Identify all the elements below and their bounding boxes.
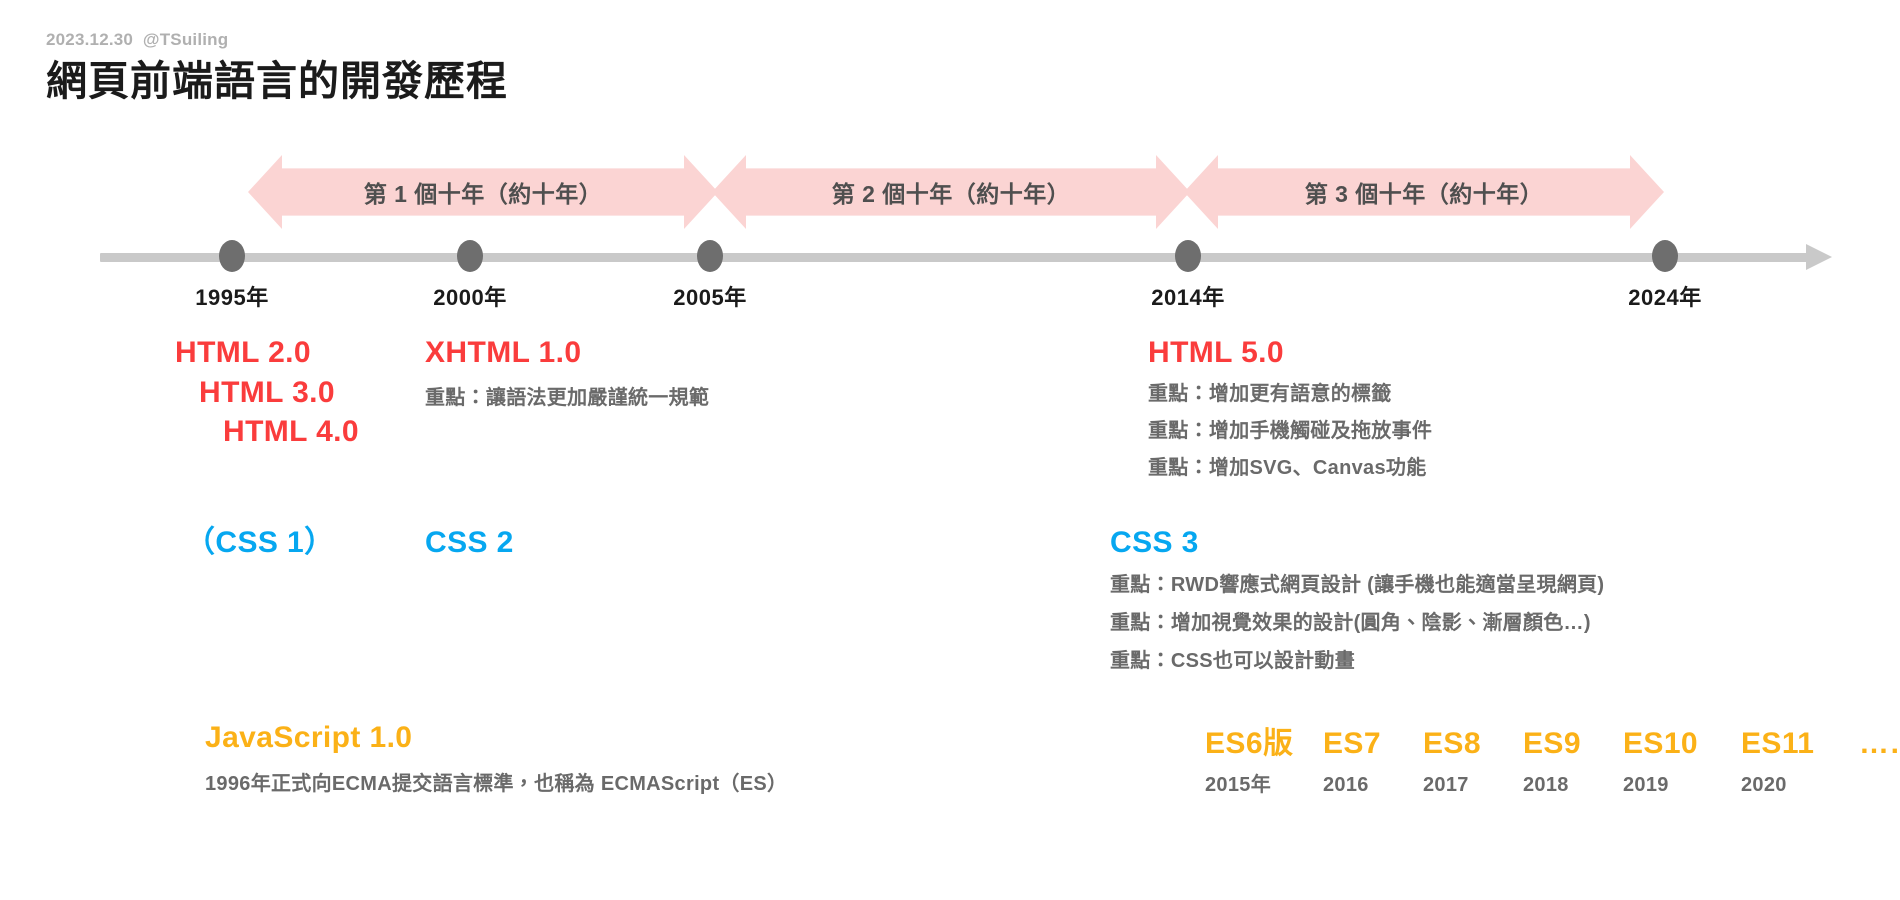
decade-arrow-2: 第 2 個十年（約十年） bbox=[712, 155, 1190, 229]
timeline-year-label: 1995年 bbox=[195, 285, 269, 310]
decade-arrow-label: 第 2 個十年（約十年） bbox=[831, 181, 1071, 207]
timeline-dot-icon bbox=[1175, 240, 1201, 272]
ecmascript-version-label: ES6版 bbox=[1205, 727, 1294, 760]
timeline-dot-icon bbox=[457, 240, 483, 272]
css2-heading: CSS 2 bbox=[425, 526, 514, 559]
page-header: 2023.12.30 @TSuiling 網頁前端語言的開發歷程 bbox=[46, 30, 946, 108]
html5-bullet: 重點：增加更有語意的標籤 bbox=[1148, 382, 1392, 405]
html5-bullet: 重點：增加手機觸碰及拖放事件 bbox=[1148, 419, 1433, 442]
css1-block: （CSS 1） bbox=[185, 523, 445, 563]
ecmascript-year-row: 2015年 2016 2017 2018 2019 2020 bbox=[1205, 768, 1900, 797]
html-early-versions-block: HTML 2.0 HTML 3.0 HTML 4.0 bbox=[175, 333, 595, 452]
ecmascript-year-label: 2017 bbox=[1423, 774, 1469, 796]
css3-bullet: 重點：CSS也可以設計動畫 bbox=[1110, 649, 1356, 672]
ecmascript-version-label: ES7 bbox=[1323, 727, 1381, 760]
ecmascript-version-label: …… bbox=[1859, 727, 1900, 760]
decade-arrow-band: 第 1 個十年（約十年） 第 2 個十年（約十年） 第 3 個十年（約十年） bbox=[0, 155, 1900, 229]
timeline-dot-icon bbox=[1652, 240, 1678, 272]
timeline-dot-icon bbox=[219, 240, 245, 272]
timeline-dot-icon bbox=[697, 240, 723, 272]
ecmascript-year-label: 2015年 bbox=[1205, 774, 1271, 796]
timeline-year-label: 2014年 bbox=[1151, 285, 1225, 310]
javascript-heading: JavaScript 1.0 bbox=[205, 721, 413, 754]
css1-heading: （CSS 1） bbox=[185, 526, 335, 559]
timeline-year-label: 2000年 bbox=[433, 285, 507, 310]
timeline-year-label: 2024年 bbox=[1628, 285, 1702, 310]
ecmascript-year-label: 2020 bbox=[1741, 774, 1787, 796]
xhtml-block: XHTML 1.0 重點：讓語法更加嚴謹統一規範 bbox=[425, 333, 985, 414]
css3-block: CSS 3 重點：RWD響應式網頁設計 (讓手機也能適當呈現網頁) 重點：增加視… bbox=[1110, 523, 1810, 677]
timeline-year-label: 2005年 bbox=[673, 285, 747, 310]
decade-arrow-3: 第 3 個十年（約十年） bbox=[1184, 155, 1664, 229]
css3-bullet: 重點：增加視覺效果的設計(圓角、陰影、漸層顏色…) bbox=[1110, 611, 1591, 634]
ecmascript-version-label: ES10 bbox=[1623, 727, 1698, 760]
page-title: 網頁前端語言的開發歷程 bbox=[46, 58, 508, 105]
ecmascript-year-label: 2016 bbox=[1323, 774, 1369, 796]
byline: 2023.12.30 @TSuiling bbox=[46, 30, 229, 49]
axis-line bbox=[100, 253, 1812, 262]
ecmascript-year-label: 2019 bbox=[1623, 774, 1669, 796]
xhtml-heading: XHTML 1.0 bbox=[425, 336, 582, 369]
axis-arrow-icon bbox=[1806, 244, 1832, 270]
decade-arrow-label: 第 3 個十年（約十年） bbox=[1304, 181, 1544, 207]
ecmascript-name-row: ES6版 ES7 ES8 ES9 ES10 ES11 …… bbox=[1205, 718, 1900, 762]
ecmascript-version-label: ES11 bbox=[1741, 727, 1815, 760]
css3-bullet: 重點：RWD響應式網頁設計 (讓手機也能適當呈現網頁) bbox=[1110, 573, 1605, 596]
css3-heading: CSS 3 bbox=[1110, 526, 1199, 559]
html-version-label: HTML 3.0 bbox=[199, 375, 336, 409]
css2-block: CSS 2 bbox=[425, 523, 685, 563]
decade-arrow-label: 第 1 個十年（約十年） bbox=[363, 181, 603, 207]
decade-arrow-1: 第 1 個十年（約十年） bbox=[248, 155, 718, 229]
ecmascript-version-label: ES8 bbox=[1423, 727, 1481, 760]
xhtml-bullet: 重點：讓語法更加嚴謹統一規範 bbox=[425, 386, 710, 409]
ecmascript-version-label: ES9 bbox=[1523, 727, 1581, 760]
html5-heading: HTML 5.0 bbox=[1148, 336, 1285, 369]
timeline-axis: 1995年 2000年 2005年 2014年 2024年 bbox=[0, 240, 1900, 330]
html-version-label: HTML 4.0 bbox=[223, 415, 360, 449]
html5-bullet: 重點：增加SVG、Canvas功能 bbox=[1148, 456, 1427, 479]
html-version-label: HTML 2.0 bbox=[175, 336, 312, 369]
ecmascript-year-label: 2018 bbox=[1523, 774, 1569, 796]
javascript-block: JavaScript 1.0 1996年正式向ECMA提交語言標準，也稱為 EC… bbox=[205, 718, 1005, 800]
javascript-bullet: 1996年正式向ECMA提交語言標準，也稱為 ECMAScript（ES） bbox=[205, 772, 788, 795]
html5-block: HTML 5.0 重點：增加更有語意的標籤 重點：增加手機觸碰及拖放事件 重點：… bbox=[1148, 333, 1788, 484]
